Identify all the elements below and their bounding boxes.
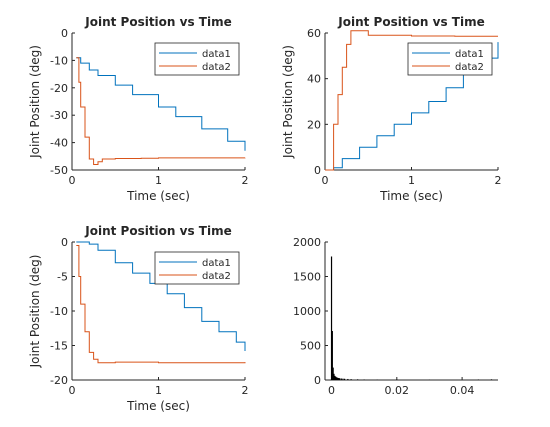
y-axis-label: Joint Position (deg) — [281, 45, 295, 159]
histogram-bar — [491, 379, 492, 380]
x-tick-label: 2 — [242, 384, 249, 397]
y-tick-label: -15 — [50, 340, 68, 353]
legend-label-data1: data1 — [202, 258, 231, 269]
legend-label-data1: data1 — [202, 49, 231, 60]
x-tick-label: 1 — [408, 174, 415, 187]
y-tick-label: -30 — [50, 109, 68, 122]
y-tick-label: 0 — [314, 164, 321, 177]
x-tick-label: 1 — [155, 174, 162, 187]
y-tick-label: -50 — [50, 164, 68, 177]
legend: data1 data2 — [155, 252, 239, 284]
plot-title: Joint Position vs Time — [84, 15, 231, 29]
legend-label-data2: data2 — [202, 271, 231, 282]
x-axis-label: Time (sec) — [379, 189, 443, 203]
y-tick-label: 1500 — [293, 271, 321, 284]
subplot-3: 0 1 2 -20 -15 -10 -5 0 Joint Position vs Time Tim… — [28, 224, 249, 413]
y-tick-label: 60 — [307, 27, 321, 40]
y-tick-label: 40 — [307, 73, 321, 86]
y-tick-label: 0 — [61, 236, 68, 249]
histogram-bar — [347, 379, 348, 380]
y-tick-label: 20 — [307, 118, 321, 131]
y-tick-label: 0 — [61, 27, 68, 40]
x-tick-label: 2 — [495, 174, 502, 187]
x-tick-label: 0 — [69, 384, 76, 397]
histogram-bar — [478, 379, 479, 380]
histogram-bar — [344, 379, 345, 380]
y-tick-label: -5 — [57, 271, 68, 284]
legend-label-data2: data2 — [455, 62, 484, 73]
x-tick-label: 0 — [322, 174, 329, 187]
legend-label-data1: data1 — [455, 49, 484, 60]
plot-title: Joint Position vs Time — [84, 224, 231, 238]
y-tick-label: -10 — [50, 54, 68, 67]
subplot-4: 0 0.02 0.04 0 500 1000 1500 2000 — [293, 236, 498, 397]
y-tick-label: -40 — [50, 137, 68, 150]
x-axis-label: Time (sec) — [126, 189, 190, 203]
legend-label-data2: data2 — [202, 62, 231, 73]
y-tick-label: -20 — [50, 82, 68, 95]
y-tick-label: 500 — [300, 340, 321, 353]
histogram-bar — [364, 379, 365, 380]
y-tick-label: -10 — [50, 305, 68, 318]
x-tick-label: 2 — [242, 174, 249, 187]
y-tick-label: 1000 — [293, 305, 321, 318]
x-tick-label: 0 — [328, 384, 335, 397]
y-axis-label: Joint Position (deg) — [28, 45, 42, 159]
histogram-bar — [341, 378, 342, 380]
x-tick-label: 0.04 — [450, 384, 475, 397]
histogram-bar — [357, 379, 358, 380]
x-axis-label: Time (sec) — [126, 399, 190, 413]
x-tick-label: 0 — [69, 174, 76, 187]
x-tick-label: 1 — [155, 384, 162, 397]
histogram-bar — [351, 379, 352, 380]
x-tick-label: 0.02 — [385, 384, 410, 397]
legend: data1 data2 — [408, 43, 492, 75]
y-tick-label: 2000 — [293, 236, 321, 249]
histogram-bar — [342, 379, 343, 380]
subplot-1: 0 1 2 -50 -40 -30 -20 -10 0 Joint Position vs Tim… — [28, 15, 249, 203]
y-tick-label: 0 — [314, 374, 321, 387]
histogram-bar — [339, 378, 340, 380]
y-tick-label: -20 — [50, 374, 68, 387]
plot-title: Joint Position vs Time — [337, 15, 484, 29]
legend: data1 data2 — [155, 43, 239, 75]
y-axis-label: Joint Position (deg) — [28, 255, 42, 369]
